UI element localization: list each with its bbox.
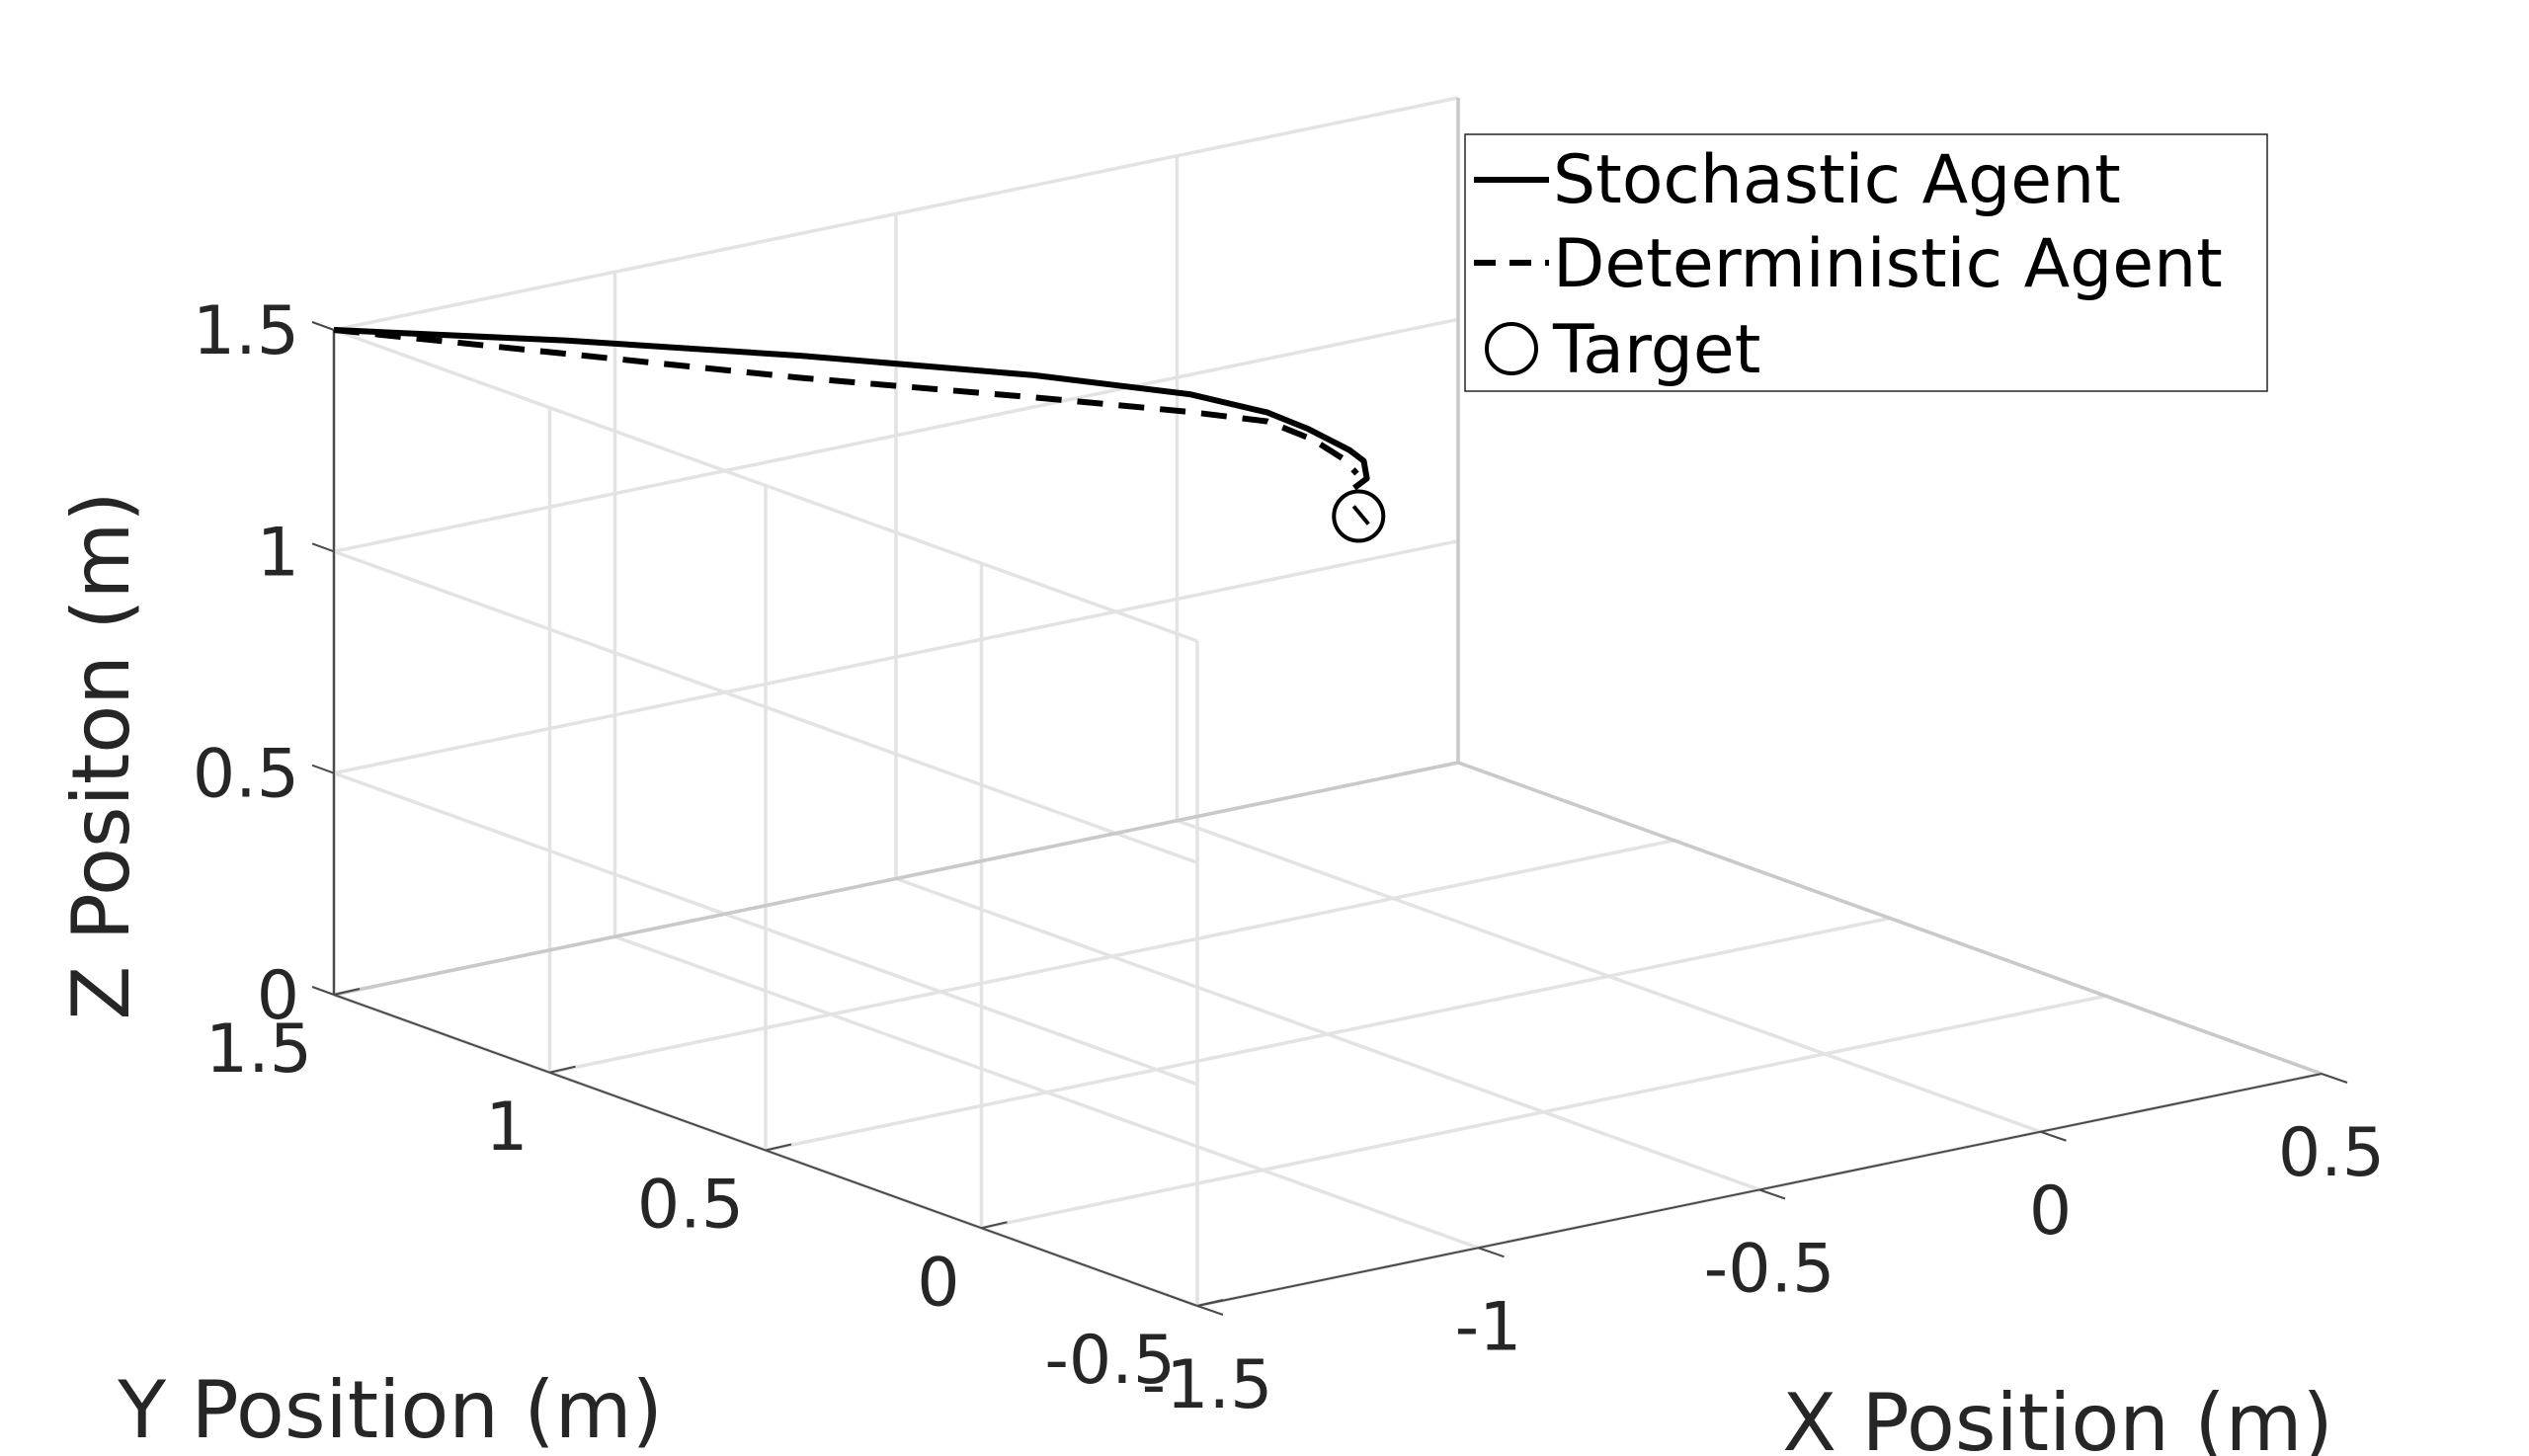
- floor-gridline-y: [981, 994, 2106, 1230]
- target-marker: [1332, 489, 1386, 543]
- z-tick-label: 1.5: [193, 292, 299, 370]
- x-tick-mark: [1758, 1188, 1786, 1200]
- z-tick-mark: [311, 321, 335, 331]
- series-layer: [333, 327, 1386, 543]
- z-tick-label: 1: [257, 514, 299, 592]
- y-tick-label: 0: [917, 1244, 959, 1322]
- x-axis-label: X Position (m): [1782, 1377, 2333, 1456]
- x-tick-label: -1: [1455, 1288, 1522, 1366]
- x-tick-label: -0.5: [1704, 1231, 1836, 1309]
- y-tick-label: 0.5: [637, 1167, 744, 1245]
- y-tick-mark: [765, 1143, 792, 1152]
- floor-gridline-y: [549, 839, 1674, 1075]
- x-tick-label: 0.5: [2278, 1114, 2385, 1192]
- backwall-gridline-z: [333, 317, 1459, 554]
- z-tick-label: 0.5: [193, 736, 299, 814]
- leftwall-gridline-z: [333, 549, 1198, 864]
- y-tick-mark: [333, 988, 361, 996]
- x-tick-mark: [2040, 1130, 2067, 1142]
- legend-target-label: Target: [1552, 311, 1760, 389]
- floor-gridline-y: [765, 916, 1891, 1153]
- x-tick-mark: [1478, 1247, 1505, 1258]
- legend-stochastic-label: Stochastic Agent: [1553, 141, 2121, 219]
- legend: Stochastic Agent Deterministic Agent Tar…: [1464, 133, 2268, 392]
- z-axis-label: Z Positon (m): [55, 491, 147, 1019]
- z-tick-mark: [311, 542, 335, 553]
- z-tick-mark: [311, 986, 335, 996]
- x-tick-label: -1.5: [1142, 1346, 1273, 1424]
- z-tick-mark: [311, 764, 335, 774]
- backwall-gridline-z: [333, 96, 1459, 332]
- tick-labels: -1.5-1-0.500.5-0.500.511.500.511.5: [193, 292, 2385, 1424]
- box-edge: [333, 761, 1459, 997]
- target-marker-inner: [1351, 505, 1370, 526]
- box-edge: [1457, 761, 2323, 1076]
- y-tick-mark: [1196, 1299, 1224, 1307]
- axis-lines: [311, 321, 2348, 1316]
- y-tick-label: 1.5: [205, 1011, 312, 1089]
- y-tick-mark: [549, 1065, 576, 1074]
- legend-box: [1464, 133, 2268, 392]
- leftwall-gridline-z: [333, 328, 1198, 643]
- y-axis-label: Y Position (m): [117, 1364, 663, 1456]
- x-tick-label: 0: [2029, 1173, 2072, 1251]
- y-tick-mark: [981, 1221, 1008, 1230]
- stochastic-agent-trajectory: [333, 327, 1370, 491]
- x-tick-mark: [1196, 1305, 1224, 1316]
- y-tick-label: -0.5: [1044, 1322, 1176, 1400]
- backwall-gridline-z: [333, 538, 1459, 775]
- legend-deterministic-label: Deterministic Agent: [1553, 225, 2223, 303]
- x-tick-mark: [2321, 1073, 2348, 1084]
- z-tick-label: 0: [257, 957, 299, 1035]
- legend-target-marker: [1485, 322, 1538, 375]
- y-tick-label: 1: [485, 1089, 528, 1167]
- leftwall-gridline-z: [333, 771, 1198, 1087]
- deterministic-agent-trajectory: [333, 327, 1359, 476]
